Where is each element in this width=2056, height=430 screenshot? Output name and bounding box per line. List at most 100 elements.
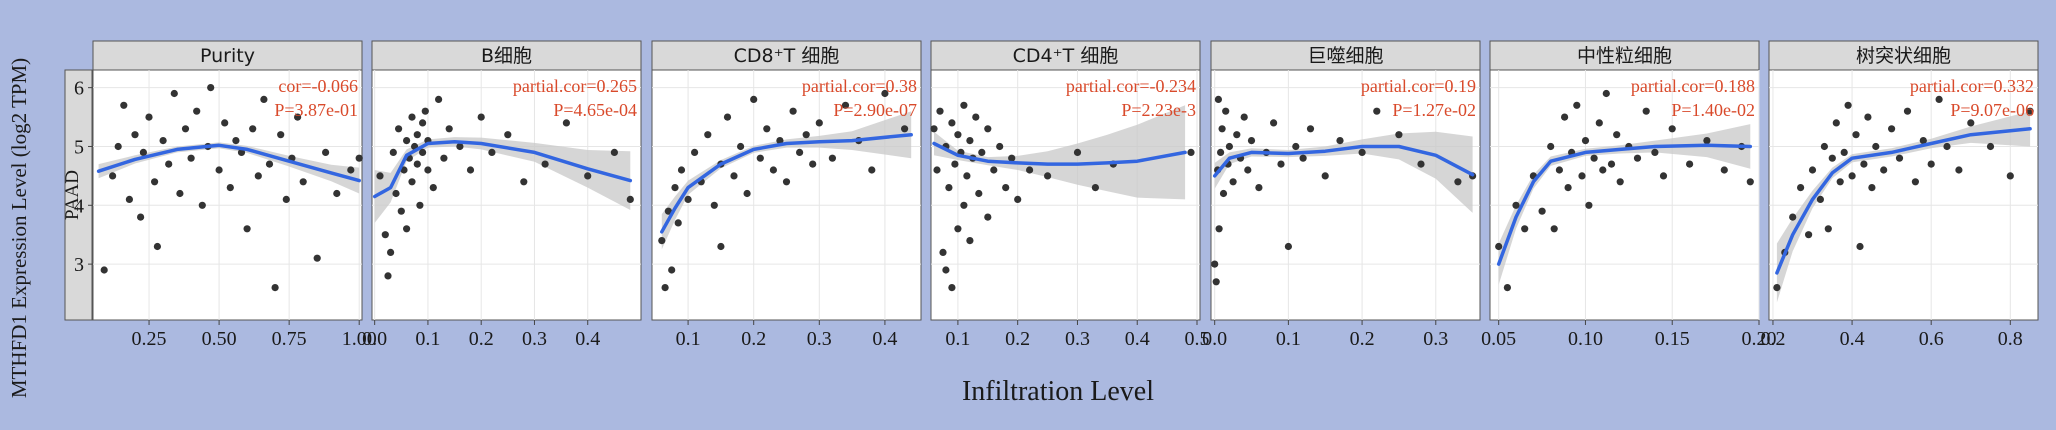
data-point [1888, 125, 1896, 133]
panel-area [1210, 69, 1481, 321]
fit-line [372, 140, 633, 199]
data-point [984, 125, 992, 133]
data-point [1555, 166, 1563, 174]
data-point [1805, 231, 1813, 239]
confidence-band [374, 137, 631, 223]
data-point [541, 160, 549, 168]
data-point [215, 166, 223, 174]
data-point [408, 113, 416, 121]
data-point [277, 131, 285, 139]
data-point [1538, 207, 1546, 215]
data-point [1585, 201, 1593, 209]
x-tick-label: 0.1 [1276, 328, 1301, 350]
data-point [1967, 119, 1975, 127]
data-point [392, 189, 400, 198]
correlation-label: partial.cor=-0.234 [1066, 76, 1196, 96]
data-point [131, 131, 139, 139]
facet-panels: Purity 0.25 0.50 0.75 1.00 3 4 5 6 cor=-0.066 P=3.… [74, 40, 2039, 350]
data-point [990, 166, 998, 174]
row-strip-label: PAAD [62, 170, 83, 220]
data-point [137, 213, 145, 221]
data-point [221, 119, 229, 127]
data-point [421, 107, 429, 115]
data-point [1651, 148, 1659, 156]
data-point [456, 142, 464, 151]
data-point [750, 95, 758, 103]
x-tick-label: 0.0 [362, 328, 387, 350]
data-point [658, 237, 666, 245]
data-point [674, 219, 682, 227]
data-point [782, 178, 791, 186]
data-point [1217, 148, 1225, 156]
y-tick-label: 6 [74, 78, 84, 100]
data-point [1299, 154, 1307, 162]
data-point [1832, 119, 1840, 127]
confidence-band [98, 142, 360, 194]
data-point [954, 131, 962, 139]
x-tick-label: 0.1 [676, 328, 701, 350]
data-point [387, 248, 395, 256]
data-point [249, 125, 257, 133]
x-tick-label: 0.2 [741, 328, 766, 350]
panel-strip [1210, 40, 1481, 71]
facet-panel-6: 中性粒细胞 0.05 0.10 0.15 0.20 partial.cor=0.188 P=… [1481, 40, 1777, 350]
data-point [704, 131, 712, 139]
p-value-label: P=4.65e-04 [553, 100, 637, 120]
x-tick-label: 0.1 [945, 328, 970, 350]
data-point [796, 148, 804, 156]
data-point [930, 125, 938, 133]
fit-line [660, 132, 913, 234]
data-point [828, 154, 837, 162]
data-point [809, 160, 817, 168]
data-point [193, 107, 201, 115]
y-axis-label: MTHFD1 Expression Level (log2 TPM) [7, 58, 31, 398]
data-point [282, 195, 290, 203]
data-point [1856, 242, 1864, 251]
data-point [139, 148, 147, 156]
x-tick-label: 1.00 [342, 328, 377, 350]
data-point [403, 137, 411, 145]
x-tick-label: 0.25 [132, 328, 167, 350]
data-point [954, 225, 962, 233]
data-point [1073, 148, 1082, 156]
data-point [1703, 137, 1711, 145]
data-point [1872, 142, 1880, 151]
data-point [1044, 172, 1052, 180]
data-point [2026, 107, 2034, 115]
data-point [1255, 184, 1263, 192]
data-point [789, 107, 797, 115]
data-point [1824, 225, 1832, 233]
panel-area [1489, 69, 1760, 321]
data-point [1590, 154, 1598, 162]
data-point [1720, 166, 1728, 174]
data-point [933, 166, 941, 174]
data-point [151, 178, 159, 186]
data-point [978, 148, 986, 156]
data-point [802, 131, 810, 139]
data-point [466, 166, 475, 174]
data-point [109, 172, 117, 180]
data-point [942, 266, 950, 274]
data-point [975, 189, 983, 198]
data-point [419, 148, 427, 156]
data-point [960, 201, 968, 209]
data-point [170, 89, 178, 98]
data-point [717, 242, 725, 251]
data-point [1373, 107, 1381, 115]
data-point [1955, 166, 1963, 174]
fit-line [1775, 127, 2032, 275]
facet-panel-1: Purity 0.25 0.50 0.75 1.00 3 4 5 6 cor=-0.066 P=3.… [74, 40, 377, 350]
x-tick-label: 0.4 [1125, 328, 1150, 350]
data-point [100, 266, 108, 274]
data-point [626, 195, 634, 203]
panel-area [92, 69, 363, 321]
data-point [395, 125, 403, 133]
facet-panel-5: 巨噬细胞 0.0 0.1 0.2 0.3 partial.cor=0.19 P=1.27e-… [1202, 40, 1481, 350]
x-tick-label: 0.6 [1919, 328, 1944, 350]
data-point [743, 189, 751, 198]
data-point [1836, 178, 1844, 186]
data-point [1613, 131, 1621, 139]
data-point [477, 113, 485, 121]
data-point [1417, 160, 1425, 168]
